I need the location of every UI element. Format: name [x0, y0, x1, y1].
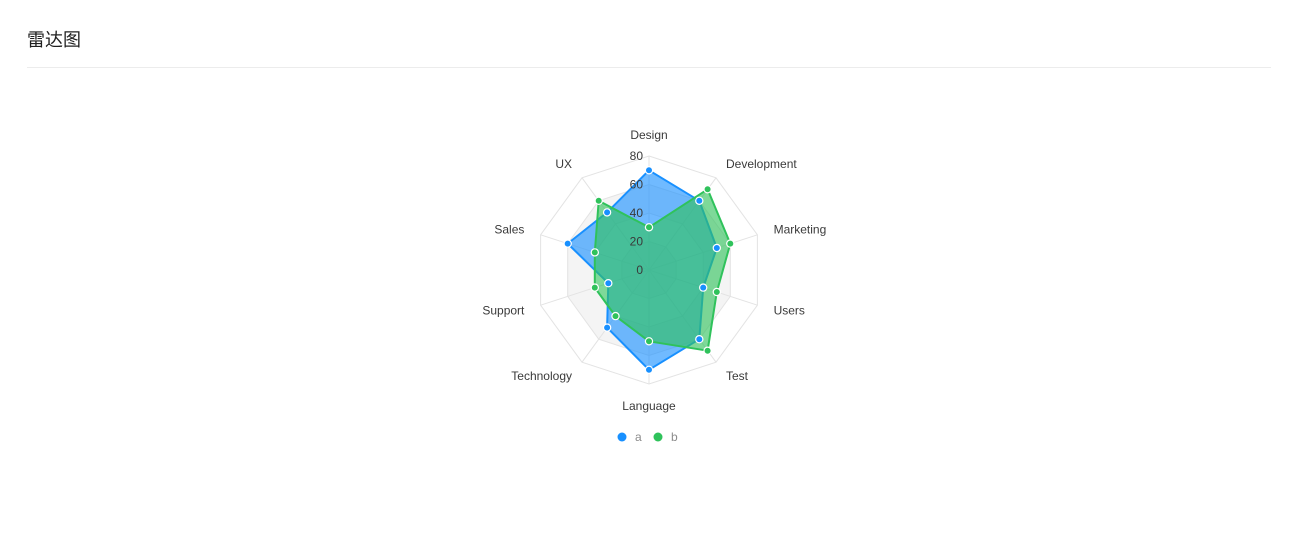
data-point-a[interactable] [695, 196, 704, 205]
axis-label-technology: Technology [511, 369, 572, 383]
data-point-a[interactable] [602, 323, 612, 332]
axis-label-sales: Sales [494, 223, 524, 237]
data-point-b[interactable] [726, 239, 735, 248]
radar-tick-label: 80 [630, 149, 644, 163]
radar-tick-label: 20 [630, 235, 644, 249]
data-point-b[interactable] [703, 185, 712, 194]
data-point-a[interactable] [602, 208, 612, 217]
data-point-b[interactable] [644, 223, 654, 232]
data-point-a[interactable] [712, 243, 722, 253]
radar-tick-labels: 0 20 40 60 80 [630, 149, 644, 277]
data-point-a[interactable] [695, 335, 704, 344]
axis-label-design: Design [630, 128, 667, 142]
legend-item-b[interactable]: b [653, 430, 679, 444]
axis-label-users: Users [774, 304, 805, 318]
axis-label-marketing: Marketing [774, 223, 827, 237]
radar-points [563, 166, 735, 374]
data-point-a[interactable] [563, 239, 572, 248]
axis-label-development: Development [726, 157, 797, 171]
data-point-a[interactable] [644, 365, 654, 374]
radar-tick-label: 60 [630, 178, 644, 192]
data-point-b[interactable] [611, 311, 620, 321]
legend-label: a [635, 430, 642, 444]
data-point-a[interactable] [644, 166, 654, 175]
radar-tick-label: 0 [636, 263, 643, 277]
data-point-b[interactable] [644, 337, 654, 346]
data-point-b[interactable] [590, 283, 600, 292]
header-divider [27, 67, 1271, 68]
legend-label: b [671, 430, 678, 444]
axis-label-test: Test [726, 369, 749, 383]
data-point-b[interactable] [594, 196, 603, 205]
legend-marker [617, 432, 627, 442]
radar-tick-label: 40 [630, 206, 644, 220]
legend-marker [653, 432, 663, 442]
data-point-a[interactable] [604, 279, 613, 288]
axis-label-ux: UX [555, 157, 572, 171]
data-point-a[interactable] [699, 283, 708, 292]
axis-label-language: Language [622, 399, 676, 413]
data-point-b[interactable] [590, 248, 600, 257]
data-point-b[interactable] [712, 287, 722, 297]
data-point-b[interactable] [703, 346, 712, 355]
radar-axis-labels: Design Development Marketing Users Test Langu… [482, 128, 826, 413]
legend-item-a[interactable]: a [617, 430, 643, 444]
axis-label-support: Support [482, 304, 525, 318]
page-title: 雷达图 [27, 30, 81, 51]
